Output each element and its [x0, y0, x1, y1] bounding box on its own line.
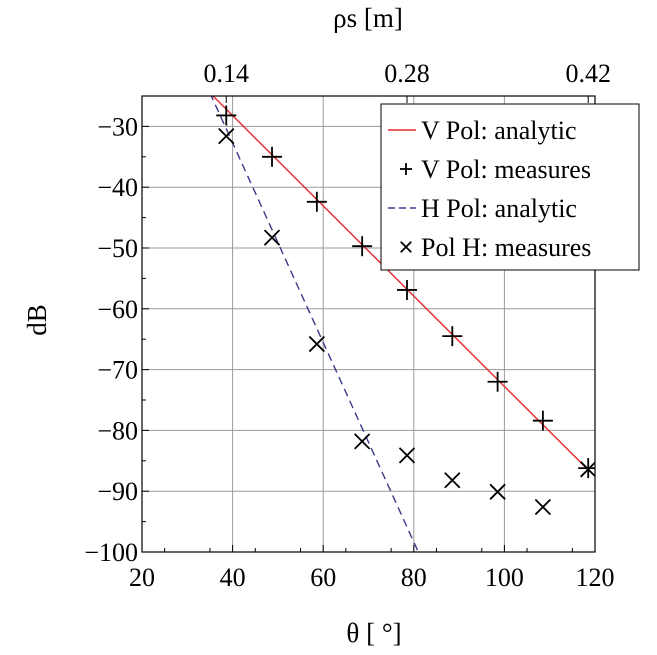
series-line: [210, 96, 419, 552]
series-v-pol-analytic: [212, 96, 589, 471]
data-point-marker: [398, 447, 416, 464]
legend: V Pol: analytic V Pol: measures H Pol: ana…: [380, 103, 640, 271]
x-tick-label: 60: [310, 563, 336, 592]
series-layer: [210, 96, 595, 552]
data-point-marker: [308, 335, 325, 353]
series-v-pol-measures: [216, 105, 595, 479]
data-point-marker: [580, 461, 595, 478]
legend-label: Pol H: measures: [421, 233, 591, 262]
data-point: [352, 236, 373, 257]
data-point: [306, 191, 327, 212]
y-tick-label: −90: [97, 477, 138, 506]
y-tick-label: −80: [97, 416, 138, 445]
legend-marker: [400, 241, 412, 253]
data-point: [308, 335, 325, 353]
data-point-marker: [354, 433, 371, 450]
y-tick-label: −60: [97, 295, 138, 324]
data-point: [489, 483, 506, 500]
y-tick-label: −70: [97, 356, 138, 385]
x-tick-label: 80: [401, 563, 427, 592]
y-tick-label: −30: [97, 112, 138, 141]
y-axis-title: dB: [22, 304, 52, 336]
top-tick-label: 0.14: [204, 59, 250, 88]
data-point-marker: [263, 229, 281, 246]
legend-item: V Pol: analytic: [388, 116, 577, 145]
data-point: [263, 229, 281, 246]
data-point: [532, 410, 553, 431]
data-point-marker: [444, 472, 461, 489]
x-axis-title: θ [ °]: [346, 618, 401, 648]
top-tick-label: 0.28: [384, 59, 430, 88]
data-point: [398, 447, 416, 464]
top-tick-label: 0.42: [565, 59, 611, 88]
series-h-pol-analytic: [210, 96, 419, 552]
legend-item: V Pol: measures: [400, 155, 591, 184]
legend-item: H Pol: analytic: [388, 194, 577, 223]
axes-ticks: 20 40 60 80 100 120 −30 −40 −50 −60 −70 −80 −90 −100 0…: [84, 59, 614, 592]
x-tick-label: 20: [129, 563, 155, 592]
legend-item: Pol H: measures: [400, 233, 591, 262]
y-tick-label: −50: [97, 234, 138, 263]
data-point: [397, 279, 418, 300]
data-point: [580, 461, 595, 478]
data-point: [216, 105, 237, 126]
series-pol-h-measures: [218, 127, 595, 516]
legend-swatch: [400, 163, 412, 175]
data-point: [534, 498, 552, 516]
x-tick-label: 100: [485, 563, 524, 592]
plot-frame: [141, 95, 596, 553]
legend-box: [380, 103, 640, 271]
data-point: [444, 472, 461, 489]
legend-label: V Pol: analytic: [421, 116, 577, 145]
series-line: [212, 96, 589, 471]
legend-swatch: [400, 241, 412, 253]
legend-label: H Pol: analytic: [421, 194, 577, 223]
y-tick-label: −40: [97, 173, 138, 202]
data-point: [487, 371, 508, 392]
y-tick-label: −100: [84, 538, 138, 567]
data-point-marker: [218, 127, 235, 145]
legend-label: V Pol: measures: [421, 155, 591, 184]
x-tick-label: 40: [220, 563, 246, 592]
data-point: [442, 326, 463, 347]
data-point-marker: [489, 483, 506, 500]
data-point-marker: [534, 498, 552, 516]
data-point: [218, 127, 235, 145]
data-point: [354, 433, 371, 450]
x-tick-label: 120: [576, 563, 615, 592]
data-point: [262, 146, 283, 167]
top-axis-title: ρs [m]: [333, 3, 403, 33]
